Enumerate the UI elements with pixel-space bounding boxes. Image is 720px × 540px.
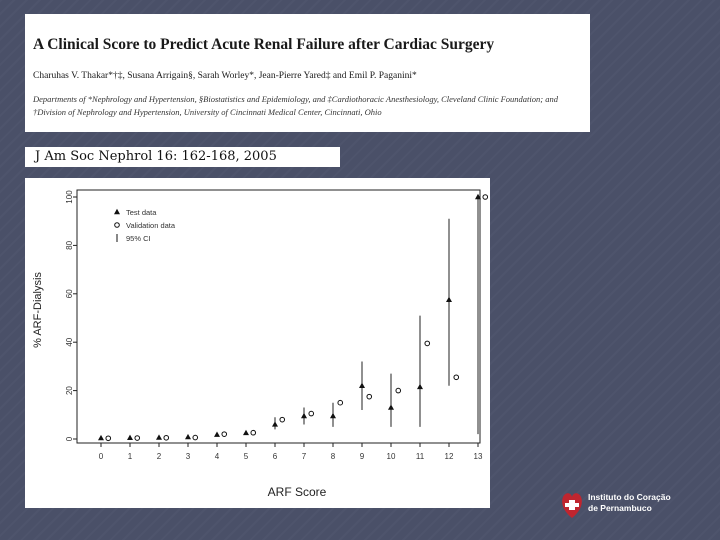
logo-line-1: Instituto do Coração [588, 492, 671, 502]
x-tick-label: 6 [273, 452, 278, 461]
x-tick-label: 0 [99, 452, 104, 461]
validation-data-point [337, 399, 344, 406]
y-tick-label: 80 [65, 240, 74, 249]
validation-data-point [105, 435, 112, 442]
x-tick-label: 12 [445, 452, 454, 461]
test-data-point [127, 434, 133, 440]
logo-text: Instituto do Coração de Pernambuco [588, 492, 671, 514]
paper-header: A Clinical Score to Predict Acute Renal … [25, 14, 590, 132]
x-tick-label: 3 [186, 452, 191, 461]
validation-data-point [163, 434, 170, 441]
validation-data-point [366, 393, 373, 400]
test-data-point [185, 433, 191, 440]
validation-data-point [424, 340, 431, 347]
x-tick-label: 1 [128, 452, 133, 461]
test-data-point [301, 412, 307, 419]
heart-logo-icon [562, 493, 582, 518]
x-tick-label: 11 [416, 452, 425, 461]
y-axis-label: % ARF-Dialysis [32, 272, 44, 348]
test-data-point [446, 296, 452, 303]
institute-logo: Instituto do Coração de Pernambuco [560, 488, 685, 528]
legend-triangle-marker [114, 208, 120, 215]
validation-data-point [192, 434, 199, 441]
test-data-point [243, 429, 249, 436]
x-tick-label: 8 [331, 452, 336, 461]
validation-data-point [308, 410, 315, 417]
y-tick-label: 100 [65, 190, 74, 204]
legend-entry: 95% CI [126, 234, 151, 243]
legend-circle-marker [114, 222, 120, 228]
test-data-point [417, 383, 423, 390]
y-tick-label: 0 [65, 436, 74, 441]
test-data-point [272, 421, 278, 427]
plot-frame [76, 189, 481, 444]
y-tick-label: 20 [65, 386, 74, 395]
legend-entry: Validation data [126, 221, 176, 230]
citation: J Am Soc Nephrol 16: 162-168, 2005 [25, 147, 340, 167]
validation-data-point [279, 416, 286, 423]
x-tick-label: 10 [387, 452, 396, 461]
y-tick-label: 60 [65, 289, 74, 298]
validation-data-point [395, 387, 402, 394]
x-tick-label: 7 [302, 452, 307, 461]
test-data-point [214, 431, 220, 437]
test-data-point [156, 434, 162, 440]
paper-affiliations: Departments of *Nephrology and Hypertens… [33, 94, 558, 117]
x-tick-label: 5 [244, 452, 249, 461]
validation-data-point [134, 435, 141, 441]
x-tick-label: 9 [360, 452, 365, 461]
x-axis-label: ARF Score [268, 485, 327, 499]
validation-data-point [221, 431, 228, 437]
test-data-point [330, 412, 336, 419]
legend-entry: Test data [126, 208, 157, 217]
x-tick-label: 4 [215, 452, 220, 461]
validation-data-point [482, 194, 489, 200]
logo-line-2: de Pernambuco [588, 503, 652, 513]
paper-title: A Clinical Score to Predict Acute Renal … [33, 36, 495, 53]
paper-authors: Charuhas V. Thakar*†‡, Susana Arrigain§,… [33, 71, 417, 81]
test-data-point [475, 193, 481, 200]
y-tick-label: 40 [65, 337, 74, 346]
validation-data-point [250, 429, 257, 436]
validation-data-point [453, 374, 460, 381]
x-tick-label: 13 [474, 452, 483, 461]
chart-panel: 0 20 40 60 80 100 0 1 2 3 4 5 6 7 8 9 10 11 12 13 Test data… [25, 178, 490, 508]
test-data-point [359, 382, 365, 388]
x-tick-label: 2 [157, 452, 162, 461]
test-data-point [388, 404, 394, 410]
test-data-point [98, 434, 104, 441]
